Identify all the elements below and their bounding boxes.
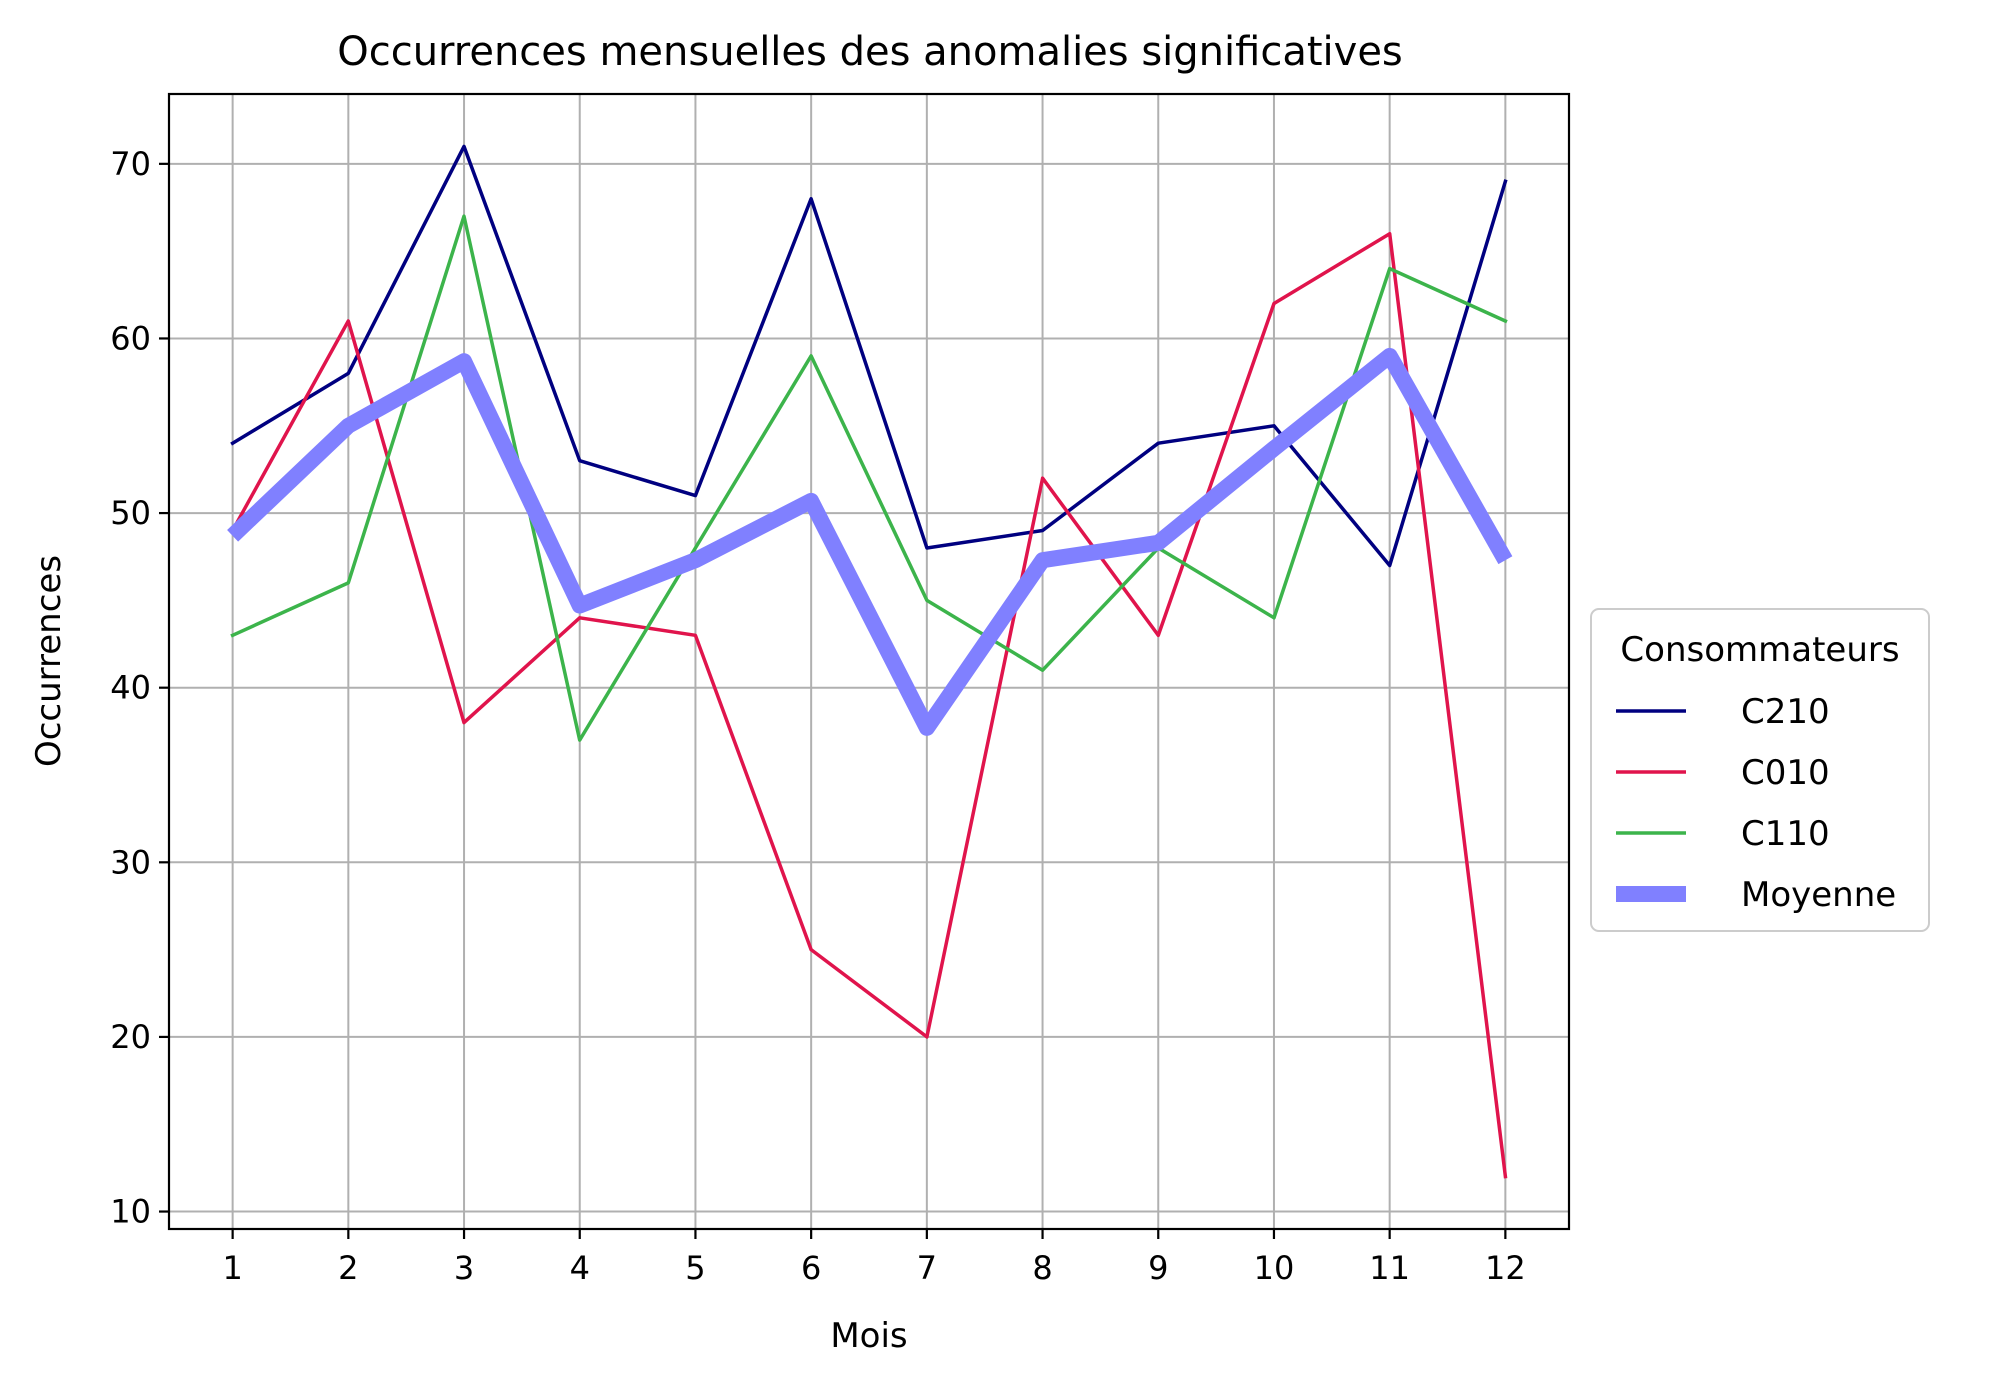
x-tick-label: 7 bbox=[917, 1249, 937, 1287]
y-tick-label: 10 bbox=[110, 1193, 151, 1231]
y-axis-ticks: 10 20 30 40 50 60 70 bbox=[110, 145, 169, 1231]
x-axis-label: Mois bbox=[830, 1316, 907, 1356]
x-tick-label: 4 bbox=[570, 1249, 590, 1287]
legend-label-c110: C110 bbox=[1741, 814, 1830, 854]
legend: Consommateurs C210 C010 C110 Moyenne bbox=[1590, 608, 1930, 932]
x-tick-label: 11 bbox=[1369, 1249, 1410, 1287]
y-tick-label: 30 bbox=[110, 843, 151, 881]
series-line-c110 bbox=[230, 214, 1508, 742]
series-lines bbox=[227, 144, 1513, 1179]
series-line-c010 bbox=[230, 231, 1508, 1179]
x-tick-label: 3 bbox=[454, 1249, 474, 1287]
legend-label-moyenne: Moyenne bbox=[1741, 875, 1896, 915]
legend-label-c210: C210 bbox=[1741, 692, 1830, 732]
x-tick-label: 8 bbox=[1032, 1249, 1052, 1287]
x-tick-label: 9 bbox=[1148, 1249, 1168, 1287]
series-line-c210 bbox=[230, 144, 1508, 568]
y-tick-label: 70 bbox=[110, 145, 151, 183]
grid bbox=[169, 94, 1569, 1229]
legend-box bbox=[1590, 608, 1930, 932]
legend-title: Consommateurs bbox=[1620, 630, 1899, 670]
y-tick-label: 40 bbox=[110, 669, 151, 707]
y-tick-label: 60 bbox=[110, 319, 151, 357]
x-tick-label: 2 bbox=[338, 1249, 358, 1287]
x-tick-label: 5 bbox=[685, 1249, 705, 1287]
legend-label-c010: C010 bbox=[1741, 753, 1830, 793]
x-tick-label: 12 bbox=[1485, 1249, 1526, 1287]
y-axis-label: Occurrences bbox=[29, 555, 69, 767]
chart-title: Occurrences mensuelles des anomalies sig… bbox=[337, 29, 1403, 75]
series-line-moyenne bbox=[227, 347, 1513, 736]
y-tick-label: 50 bbox=[110, 494, 151, 532]
legend-items: C210 C010 C110 Moyenne bbox=[1616, 692, 1896, 915]
x-axis-ticks: 1 2 3 4 5 6 7 8 9 10 11 12 bbox=[222, 1229, 1526, 1287]
y-tick-label: 20 bbox=[110, 1018, 151, 1056]
plot-area-frame bbox=[167, 92, 1571, 1231]
x-tick-label: 6 bbox=[801, 1249, 821, 1287]
x-tick-label: 10 bbox=[1254, 1249, 1295, 1287]
x-tick-label: 1 bbox=[222, 1249, 242, 1287]
